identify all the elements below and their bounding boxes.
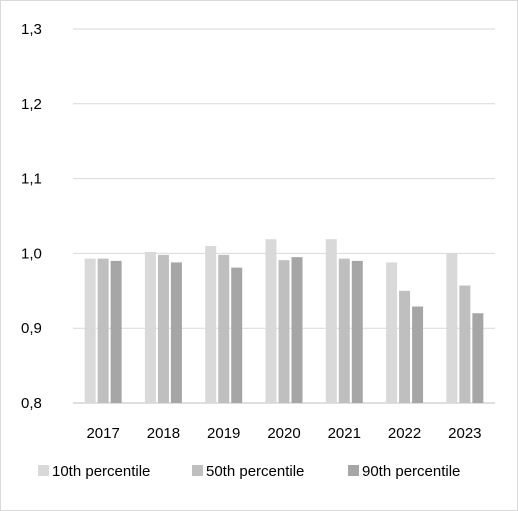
bar-90th-percentile-2017: [110, 260, 122, 403]
bar-50th-percentile-2022: [399, 290, 411, 403]
bar-50th-percentile-2019: [218, 254, 230, 403]
bar-90th-percentile-2021: [351, 260, 363, 403]
legend-swatch: [38, 465, 49, 476]
bar-50th-percentile-2020: [278, 260, 290, 403]
y-tick-label: 1,1: [21, 171, 42, 188]
bar-10th-percentile-2019: [205, 245, 217, 403]
legend-label: 90th percentile: [362, 463, 460, 480]
y-tick-label: 1,2: [21, 96, 42, 113]
bar-10th-percentile-2020: [265, 239, 277, 403]
legend-label: 10th percentile: [52, 463, 150, 480]
legend-swatch: [348, 465, 359, 476]
y-tick-label: 1,3: [21, 21, 42, 38]
x-tick-label: 2023: [448, 425, 481, 442]
bar-10th-percentile-2018: [144, 251, 156, 403]
bar-50th-percentile-2017: [97, 258, 109, 403]
legend-label: 50th percentile: [206, 463, 304, 480]
y-tick-label: 0,9: [21, 320, 42, 337]
legend-swatch: [192, 465, 203, 476]
bar-50th-percentile-2018: [157, 254, 169, 403]
y-tick-label: 1,0: [21, 245, 42, 262]
bar-90th-percentile-2022: [412, 306, 424, 403]
y-tick-label: 0,8: [21, 395, 42, 412]
bar-50th-percentile-2023: [459, 285, 471, 403]
bar-10th-percentile-2017: [84, 258, 96, 403]
bar-90th-percentile-2020: [291, 257, 303, 403]
x-tick-label: 2020: [267, 425, 300, 442]
bar-90th-percentile-2018: [170, 262, 182, 403]
x-tick-label: 2018: [147, 425, 180, 442]
x-tick-label: 2022: [388, 425, 421, 442]
bar-90th-percentile-2019: [231, 267, 243, 403]
x-tick-label: 2021: [328, 425, 361, 442]
x-tick-label: 2019: [207, 425, 240, 442]
bar-10th-percentile-2021: [325, 239, 337, 403]
x-tick-label: 2017: [86, 425, 119, 442]
bar-90th-percentile-2023: [472, 313, 484, 403]
bar-50th-percentile-2021: [338, 258, 350, 403]
bar-10th-percentile-2023: [446, 253, 458, 403]
bar-10th-percentile-2022: [386, 262, 398, 403]
